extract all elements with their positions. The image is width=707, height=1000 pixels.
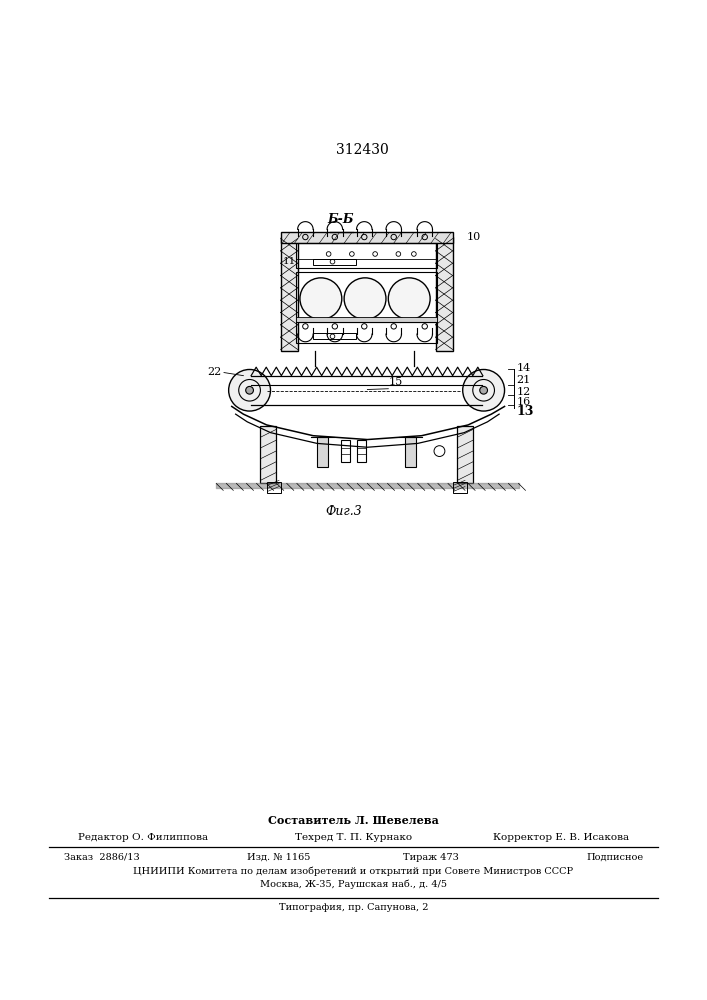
Text: Редактор О. Филиппова: Редактор О. Филиппова (78, 833, 208, 842)
Text: ЦНИИПИ Комитета по делам изобретений и открытий при Совете Министров СССР: ЦНИИПИ Комитета по делам изобретений и о… (134, 866, 573, 876)
Text: Корректор Е. В. Исакова: Корректор Е. В. Исакова (493, 833, 629, 842)
Text: Заказ  2886/13: Заказ 2886/13 (64, 853, 139, 862)
Bar (341, 440, 351, 462)
Bar (267, 482, 281, 493)
Text: 22: 22 (207, 367, 222, 377)
Circle shape (246, 386, 253, 394)
Bar (313, 259, 356, 265)
Circle shape (388, 278, 430, 319)
Text: 11: 11 (283, 257, 296, 266)
Bar (260, 426, 276, 483)
Text: Техред Т. П. Курнако: Техред Т. П. Курнако (295, 833, 412, 842)
Text: 16: 16 (516, 397, 530, 407)
Text: Москва, Ж-35, Раушская наб., д. 4/5: Москва, Ж-35, Раушская наб., д. 4/5 (260, 880, 447, 889)
Bar (296, 272, 437, 322)
Text: Подписное: Подписное (587, 853, 644, 862)
Bar (296, 317, 437, 322)
Bar (356, 440, 366, 462)
Bar (296, 322, 437, 343)
Bar (405, 437, 416, 466)
Text: 13: 13 (516, 405, 534, 418)
Text: Изд. № 1165: Изд. № 1165 (247, 853, 311, 862)
Bar (281, 237, 298, 351)
Text: Фиг.3: Фиг.3 (326, 505, 363, 518)
Bar (436, 237, 452, 351)
Text: 14: 14 (516, 363, 530, 373)
Circle shape (480, 386, 488, 394)
Text: 15: 15 (389, 377, 403, 387)
Bar (296, 243, 437, 268)
Text: 312430: 312430 (336, 143, 388, 157)
Circle shape (228, 369, 271, 411)
Text: Тираж 473: Тираж 473 (403, 853, 459, 862)
Circle shape (300, 278, 341, 319)
Text: 12: 12 (516, 387, 530, 397)
Text: Типография, пр. Сапунова, 2: Типография, пр. Сапунова, 2 (279, 903, 428, 912)
Text: 10: 10 (467, 232, 481, 242)
Bar (313, 333, 356, 339)
Text: Составитель Л. Шевелева: Составитель Л. Шевелева (268, 815, 439, 826)
Bar (317, 437, 328, 466)
Text: 21: 21 (516, 375, 530, 385)
Bar (281, 232, 452, 243)
Circle shape (344, 278, 386, 319)
Bar (457, 426, 473, 483)
Text: Б-Б: Б-Б (328, 213, 354, 226)
Circle shape (462, 369, 505, 411)
Bar (452, 482, 467, 493)
